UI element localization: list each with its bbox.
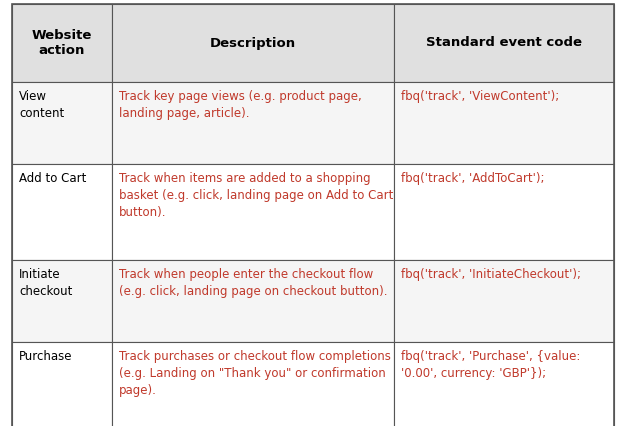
Text: fbq('track', 'Purchase', {value:
'0.00', currency: 'GBP'});: fbq('track', 'Purchase', {value: '0.00',… [401, 350, 580, 380]
Text: fbq('track', 'ViewContent');: fbq('track', 'ViewContent'); [401, 90, 559, 103]
Bar [112, 82, 394, 164]
Bar [394, 82, 614, 164]
Text: Track key page views (e.g. product page,
landing page, article).: Track key page views (e.g. product page,… [119, 90, 362, 120]
Bar [112, 164, 394, 260]
Text: View
content: View content [19, 90, 64, 120]
Bar [394, 342, 614, 426]
Text: Website
action: Website action [32, 29, 92, 57]
Bar [12, 164, 112, 260]
Text: fbq('track', 'AddToCart');: fbq('track', 'AddToCart'); [401, 172, 545, 185]
Bar [12, 342, 112, 426]
Bar [394, 260, 614, 342]
Bar [12, 82, 112, 164]
Text: Initiate
checkout: Initiate checkout [19, 268, 73, 298]
Bar [112, 342, 394, 426]
Text: fbq('track', 'InitiateCheckout');: fbq('track', 'InitiateCheckout'); [401, 268, 581, 281]
Bar [112, 4, 394, 82]
Text: Description: Description [210, 37, 296, 49]
Text: Standard event code: Standard event code [426, 37, 582, 49]
Bar [112, 260, 394, 342]
Text: Add to Cart: Add to Cart [19, 172, 86, 185]
Text: Track when items are added to a shopping
basket (e.g. click, landing page on Add: Track when items are added to a shopping… [119, 172, 393, 219]
Bar [12, 260, 112, 342]
Bar [12, 4, 112, 82]
Text: Track purchases or checkout flow completions
(e.g. Landing on "Thank you" or con: Track purchases or checkout flow complet… [119, 350, 391, 397]
Text: Track when people enter the checkout flow
(e.g. click, landing page on checkout : Track when people enter the checkout flo… [119, 268, 387, 298]
Bar [394, 164, 614, 260]
Text: Purchase: Purchase [19, 350, 73, 363]
Bar [394, 4, 614, 82]
